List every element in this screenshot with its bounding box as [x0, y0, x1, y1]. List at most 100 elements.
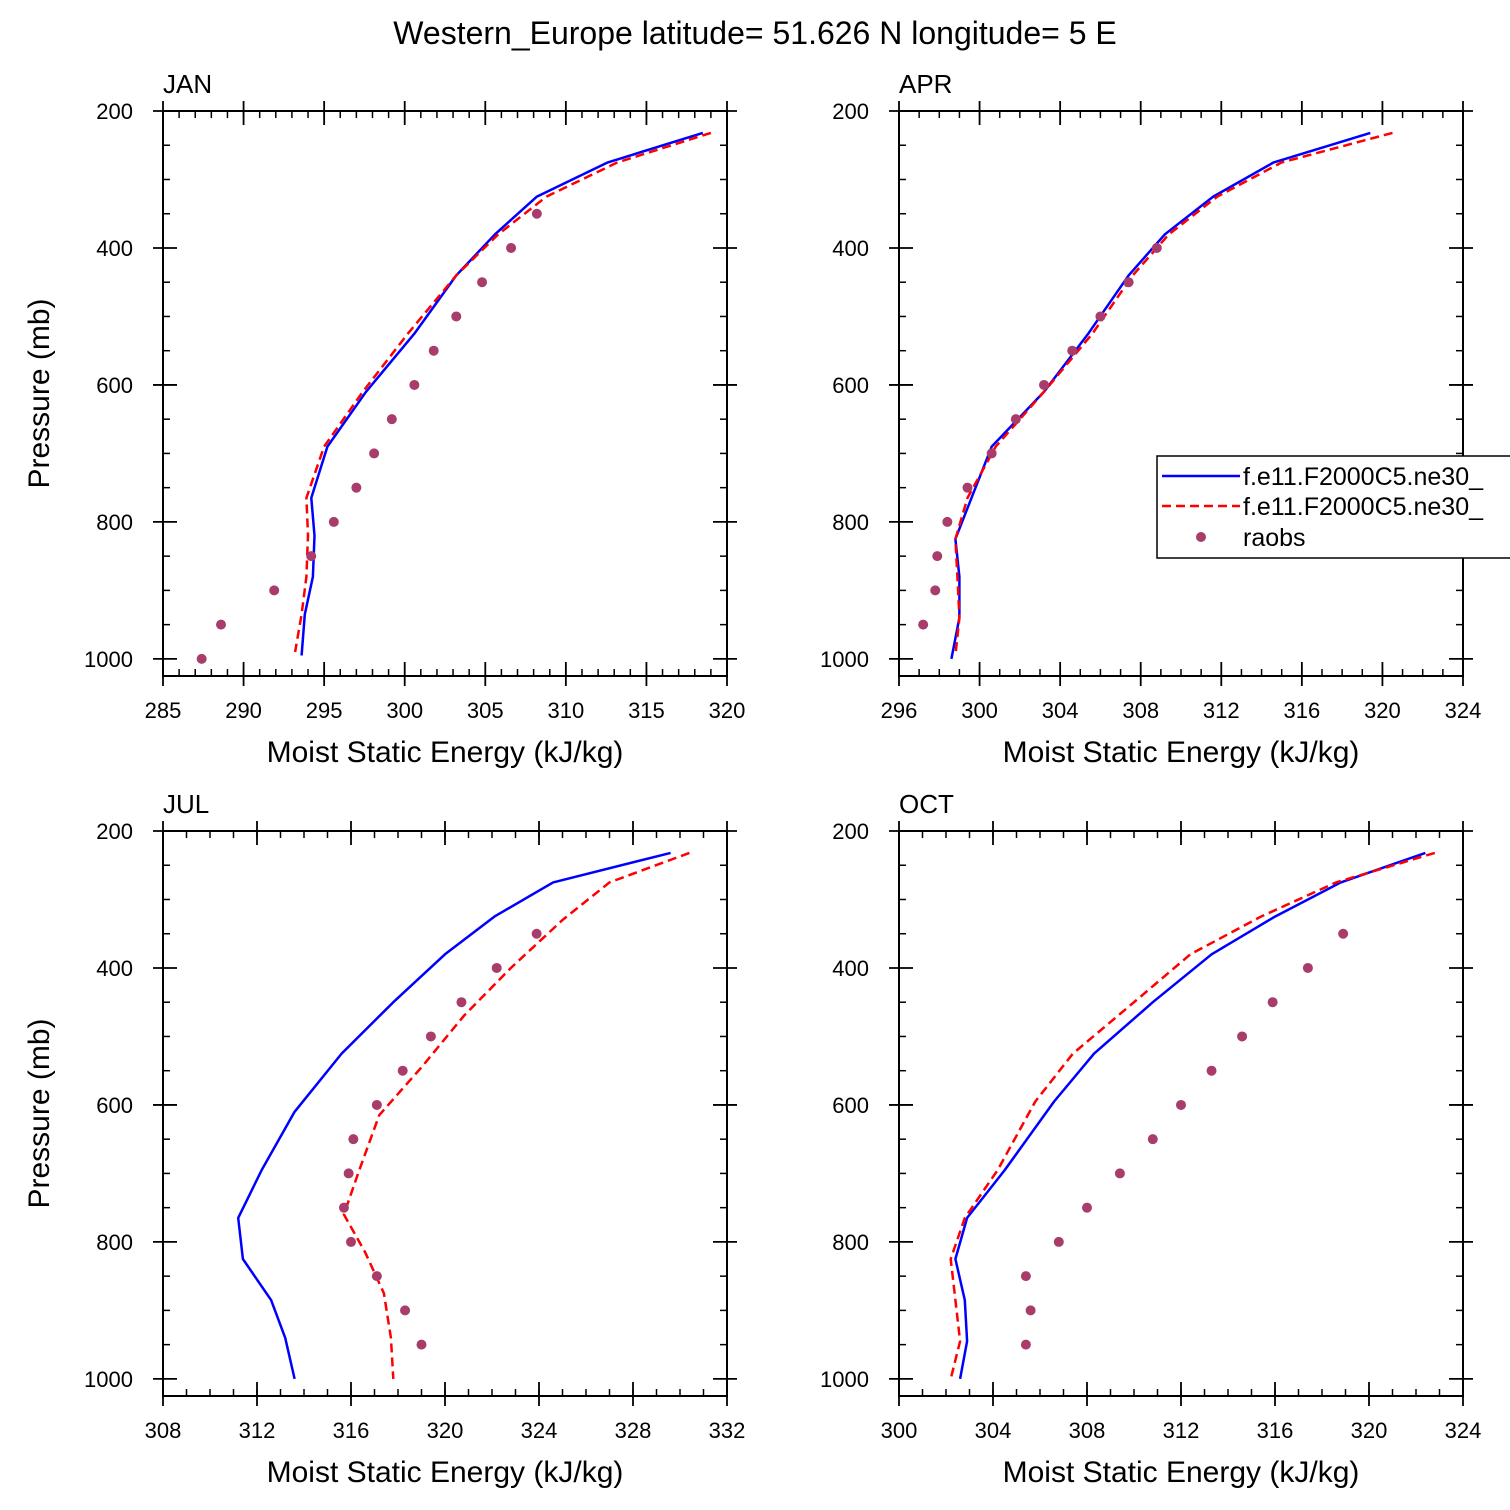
y-axis-label: Pressure (mb)	[23, 298, 56, 488]
raobs-point	[197, 654, 207, 664]
raobs-point	[1207, 1066, 1217, 1076]
raobs-point	[372, 1100, 382, 1110]
raobs-point	[329, 517, 339, 527]
x-tick-label: 308	[1122, 698, 1159, 723]
y-tick-label: 600	[832, 373, 869, 398]
x-tick-label: 312	[1203, 698, 1240, 723]
x-tick-label: 324	[521, 1418, 558, 1443]
y-tick-label: 600	[96, 373, 133, 398]
y-tick-label: 200	[832, 819, 869, 844]
x-tick-label: 285	[145, 698, 182, 723]
panel-title: OCT	[899, 789, 954, 819]
raobs-point	[1115, 1168, 1125, 1178]
raobs-point	[216, 620, 226, 630]
y-axis-label: Pressure (mb)	[23, 1018, 56, 1208]
x-axis-label: Moist Static Energy (kJ/kg)	[267, 736, 624, 769]
y-tick-label: 800	[96, 510, 133, 535]
raobs-point	[532, 209, 542, 219]
raobs-point	[1082, 1203, 1092, 1213]
raobs-point	[477, 277, 487, 287]
y-tick-label: 1000	[820, 1367, 869, 1392]
plot-frame	[899, 111, 1463, 676]
raobs-point	[346, 1237, 356, 1247]
raobs-point	[1026, 1305, 1036, 1315]
y-tick-label: 800	[832, 510, 869, 535]
x-tick-label: 332	[709, 1418, 746, 1443]
x-tick-label: 305	[467, 698, 504, 723]
x-axis-label: Moist Static Energy (kJ/kg)	[267, 1456, 624, 1489]
y-tick-label: 600	[832, 1093, 869, 1118]
model-1-line	[955, 853, 1425, 1379]
legend-label-model-1: f.e11.F2000C5.ne30_	[1243, 463, 1484, 491]
y-tick-label: 800	[96, 1230, 133, 1255]
raobs-point	[348, 1134, 358, 1144]
raobs-point	[372, 1271, 382, 1281]
raobs-point	[451, 311, 461, 321]
raobs-point	[987, 448, 997, 458]
x-tick-label: 320	[1351, 1418, 1388, 1443]
raobs-point	[1095, 311, 1105, 321]
panel-jan: JAN 285 290 295 300 305 310 315 320 200 400 600 800 1…	[23, 69, 745, 769]
x-tick-label: 304	[975, 1418, 1012, 1443]
x-tick-label: 316	[333, 1418, 370, 1443]
raobs-point	[1237, 1031, 1247, 1041]
raobs-point	[532, 929, 542, 939]
x-tick-label: 300	[961, 698, 998, 723]
y-tick-label: 200	[96, 819, 133, 844]
y-tick-label: 400	[832, 236, 869, 261]
panel-oct: OCT 300 304 308 312 316 320 324 200 400 600 800 1000…	[820, 789, 1481, 1489]
raobs-point	[369, 448, 379, 458]
legend-swatch-raobs	[1196, 532, 1206, 542]
raobs-point	[930, 585, 940, 595]
raobs-point	[1021, 1271, 1031, 1281]
x-axis-label: Moist Static Energy (kJ/kg)	[1003, 1456, 1360, 1489]
raobs-point	[429, 346, 439, 356]
raobs-point	[1039, 380, 1049, 390]
raobs-point	[417, 1340, 427, 1350]
figure-title: Western_Europe latitude= 51.626 N longit…	[393, 15, 1116, 51]
raobs-point	[339, 1203, 349, 1213]
raobs-point	[1021, 1340, 1031, 1350]
panel-title: JUL	[163, 789, 209, 819]
y-tick-label: 1000	[84, 1367, 133, 1392]
x-tick-label: 324	[1445, 1418, 1482, 1443]
raobs-point	[1303, 963, 1313, 973]
raobs-point	[1338, 929, 1348, 939]
model-2-line	[295, 133, 711, 652]
model-2-line	[951, 853, 1435, 1379]
plot-frame	[163, 111, 727, 676]
x-tick-label: 308	[1069, 1418, 1106, 1443]
raobs-point	[409, 380, 419, 390]
raobs-point	[962, 483, 972, 493]
x-tick-label: 316	[1257, 1418, 1294, 1443]
y-tick-label: 400	[96, 236, 133, 261]
raobs-point	[306, 551, 316, 561]
raobs-point	[1176, 1100, 1186, 1110]
panel-title: JAN	[163, 69, 212, 99]
model-2-line	[344, 853, 690, 1379]
raobs-point	[1152, 243, 1162, 253]
panels: JAN 285 290 295 300 305 310 315 320 200 400 600 800 1…	[23, 69, 1481, 1489]
raobs-point	[351, 483, 361, 493]
x-tick-label: 308	[145, 1418, 182, 1443]
raobs-point	[269, 585, 279, 595]
y-tick-label: 1000	[820, 647, 869, 672]
raobs-point	[1268, 997, 1278, 1007]
raobs-point	[1067, 346, 1077, 356]
raobs-point	[456, 997, 466, 1007]
raobs-point	[400, 1305, 410, 1315]
figure: Western_Europe latitude= 51.626 N longit…	[0, 0, 1510, 1510]
raobs-point	[398, 1066, 408, 1076]
x-tick-label: 300	[386, 698, 423, 723]
legend: f.e11.F2000C5.ne30_ f.e11.F2000C5.ne30_ …	[1157, 456, 1510, 558]
raobs-point	[492, 963, 502, 973]
raobs-point	[1148, 1134, 1158, 1144]
y-tick-label: 200	[96, 99, 133, 124]
raobs-point	[1011, 414, 1021, 424]
y-tick-label: 400	[96, 956, 133, 981]
raobs-point	[932, 551, 942, 561]
x-tick-label: 320	[1364, 698, 1401, 723]
x-tick-label: 296	[881, 698, 918, 723]
x-tick-label: 300	[881, 1418, 918, 1443]
x-tick-label: 324	[1445, 698, 1482, 723]
